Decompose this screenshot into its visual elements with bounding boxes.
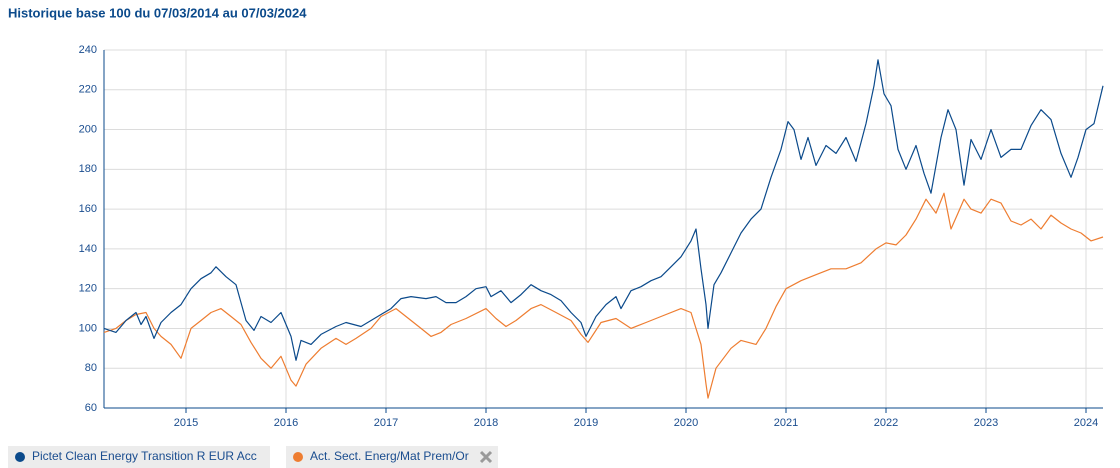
x-tick-label: 2016 [274, 417, 298, 429]
x-tick-label: 2021 [774, 417, 798, 429]
legend-label: Act. Sect. Energ/Mat Prem/Or [310, 449, 469, 463]
y-tick-label: 200 [79, 123, 97, 135]
x-tick-label: 2015 [174, 417, 198, 429]
legend-item [286, 446, 498, 468]
y-tick-label: 120 [79, 283, 97, 295]
series-line [103, 59, 1104, 361]
legend-item [8, 446, 270, 468]
legend-marker [15, 452, 25, 462]
x-tick-label: 2019 [574, 417, 598, 429]
chart-title: Historique base 100 du 07/03/2014 au 07/… [8, 5, 307, 20]
legend-label: Pictet Clean Energy Transition R EUR Acc [32, 449, 257, 463]
x-tick-label: 2020 [674, 417, 698, 429]
x-tick-label: 2022 [874, 417, 898, 429]
y-tick-label: 220 [79, 84, 97, 96]
y-tick-label: 240 [79, 44, 97, 56]
y-tick-label: 160 [79, 203, 97, 215]
legend-marker [293, 452, 303, 462]
y-tick-label: 60 [85, 402, 97, 414]
y-tick-label: 100 [79, 322, 97, 334]
x-tick-label: 2018 [474, 417, 498, 429]
x-tick-label: 2017 [374, 417, 398, 429]
y-tick-label: 80 [85, 362, 97, 374]
y-tick-label: 180 [79, 163, 97, 175]
x-tick-label: 2024 [1074, 417, 1098, 429]
x-tick-label: 2023 [974, 417, 998, 429]
remove-icon[interactable] [479, 450, 493, 464]
series-line [103, 192, 1104, 399]
y-tick-label: 140 [79, 243, 97, 255]
